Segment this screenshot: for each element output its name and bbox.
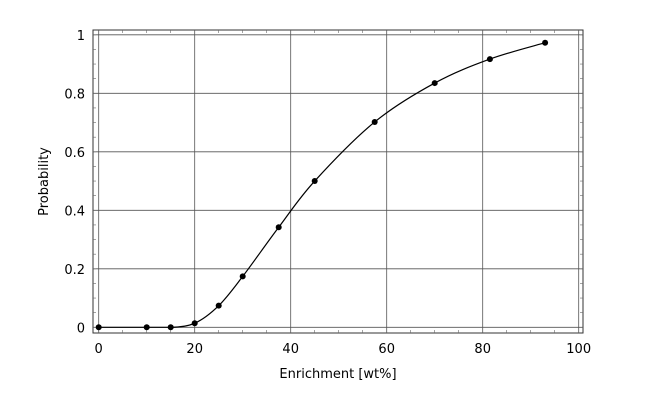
x-tick-label: 80 — [474, 342, 491, 357]
y-tick-label: 0.8 — [64, 87, 85, 102]
data-point — [311, 178, 318, 185]
data-point — [167, 324, 174, 331]
y-tick-label: 0.2 — [64, 263, 85, 278]
x-tick-labels: 0 20 40 60 80 100 — [95, 342, 592, 357]
data-point — [542, 39, 549, 46]
data-point — [486, 56, 493, 63]
grid — [93, 30, 583, 333]
y-tick-label: 0.4 — [64, 204, 85, 219]
x-tick-label: 20 — [186, 342, 203, 357]
data-point — [371, 118, 378, 125]
plot-frame — [92, 29, 584, 334]
y-axis-label: Probability — [37, 147, 52, 216]
data-point — [95, 324, 102, 331]
y-tick-label: 0 — [77, 321, 85, 336]
data-point — [215, 302, 222, 309]
data-point — [191, 320, 198, 327]
data-point — [275, 224, 282, 231]
y-tick-labels: 0 0.2 0.4 0.6 0.8 1 — [64, 29, 85, 336]
y-tick-label: 0.6 — [64, 146, 85, 161]
minor-ticks — [93, 30, 583, 333]
x-tick-label: 40 — [282, 342, 299, 357]
x-tick-label: 0 — [95, 342, 103, 357]
data-points — [95, 39, 549, 331]
y-tick-label: 1 — [77, 29, 85, 44]
data-point — [239, 273, 246, 280]
x-axis-label: Enrichment [wt%] — [279, 367, 396, 382]
x-tick-label: 60 — [378, 342, 395, 357]
data-point — [431, 80, 438, 87]
x-tick-label: 100 — [566, 342, 591, 357]
data-point — [143, 324, 150, 331]
series-curve — [98, 42, 546, 328]
